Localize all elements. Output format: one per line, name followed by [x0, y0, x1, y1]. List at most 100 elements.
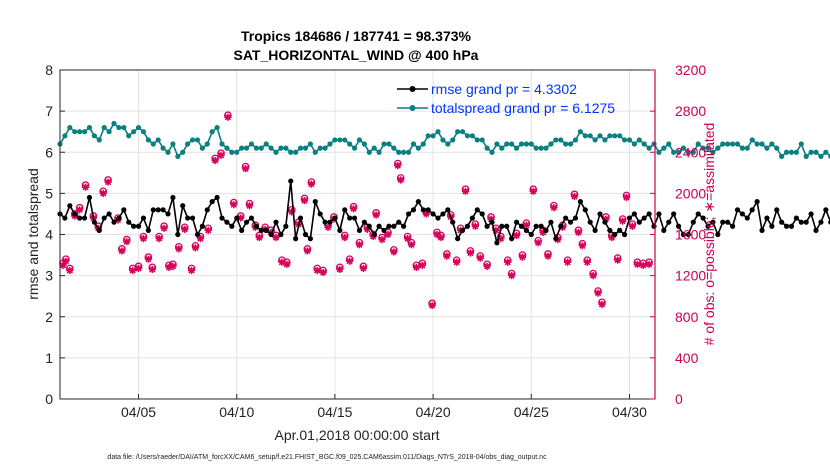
- totalspread-marker: [214, 124, 220, 131]
- totalspread-marker: [234, 149, 240, 155]
- obs-assimilated-marker: [608, 233, 616, 242]
- totalspread-marker: [749, 137, 755, 143]
- totalspread-marker: [553, 137, 559, 143]
- totalspread-marker: [420, 141, 426, 147]
- obs-assimilated-marker: [237, 214, 245, 222]
- obs-assimilated-marker: [324, 223, 332, 231]
- obs-assimilated-marker: [512, 231, 521, 240]
- obs-assimilated-marker: [144, 255, 152, 263]
- obs-assimilated-marker: [217, 151, 225, 159]
- rmse-marker: [641, 215, 647, 221]
- totalspread-marker: [263, 141, 269, 147]
- obs-assimilated-marker: [443, 252, 451, 260]
- rmse-marker: [499, 223, 505, 229]
- rmse-marker: [160, 207, 166, 213]
- rmse-marker: [214, 194, 220, 201]
- totalspread-marker: [425, 133, 431, 139]
- obs-assimilated-marker: [645, 260, 653, 268]
- totalspread-marker: [641, 141, 647, 147]
- obs-assimilated-marker: [307, 180, 315, 188]
- rmse-marker: [592, 227, 598, 233]
- rmse-marker: [656, 211, 662, 217]
- totalspread-marker: [293, 149, 299, 155]
- totalspread-marker: [116, 124, 122, 131]
- totalspread-marker: [278, 145, 284, 151]
- totalspread-marker: [813, 149, 819, 155]
- rmse-marker: [239, 227, 245, 233]
- totalspread-marker: [513, 145, 520, 151]
- totalspread-marker: [430, 133, 436, 139]
- rmse-marker: [96, 227, 102, 233]
- totalspread-marker: [538, 145, 544, 151]
- totalspread-marker: [366, 149, 372, 155]
- totalspread-marker: [671, 149, 677, 155]
- y-tick-label-left: 3: [45, 268, 53, 284]
- totalspread-marker: [347, 141, 353, 147]
- obs-assimilated-marker: [487, 215, 495, 223]
- totalspread-marker: [62, 133, 68, 139]
- obs-assimilated-marker: [589, 272, 597, 280]
- obs-assimilated-marker: [175, 245, 183, 253]
- obs-assimilated-marker: [341, 233, 349, 242]
- totalspread-marker: [170, 141, 176, 147]
- rmse-marker: [464, 223, 471, 229]
- totalspread-marker: [209, 129, 215, 135]
- rmse-marker: [597, 211, 603, 217]
- obs-assimilated-marker: [288, 208, 296, 216]
- totalspread-marker: [91, 133, 97, 139]
- rmse-marker: [135, 223, 142, 229]
- rmse-marker: [312, 199, 318, 205]
- totalspread-marker: [533, 145, 539, 151]
- legend-label-totalspread: totalspread grand pr = 6.1275: [431, 100, 615, 116]
- rmse-marker: [356, 227, 363, 233]
- rmse-marker: [140, 215, 147, 221]
- y-tick-label-right: 0: [675, 391, 683, 407]
- totalspread-marker: [342, 137, 348, 143]
- rmse-marker: [734, 207, 741, 213]
- rmse-marker: [199, 223, 205, 229]
- y-axis-left-ticks: 0 1 2 3 4 5 6 7 8: [45, 62, 65, 407]
- obs-assimilated-marker: [394, 162, 402, 170]
- rmse-marker: [479, 211, 485, 217]
- obs-assimilated-marker: [633, 260, 641, 268]
- totalspread-marker: [155, 137, 161, 143]
- y-tick-label-left: 5: [45, 185, 53, 201]
- totalspread-marker: [140, 129, 147, 135]
- totalspread-marker: [626, 137, 633, 143]
- y-tick-label-right: 2400: [675, 144, 706, 160]
- totalspread-marker: [307, 141, 313, 147]
- rmse-marker: [420, 207, 426, 213]
- obs-assimilated-marker: [614, 256, 622, 264]
- obs-assimilated-marker: [384, 230, 392, 239]
- rmse-marker: [224, 219, 230, 225]
- rmse-marker: [263, 227, 269, 233]
- rmse-marker: [185, 215, 191, 221]
- rmse-marker: [788, 223, 795, 229]
- totalspread-marker: [219, 141, 225, 147]
- totalspread-marker: [435, 129, 441, 135]
- rmse-marker: [327, 219, 333, 225]
- rmse-marker: [396, 219, 402, 225]
- totalspread-marker: [803, 153, 809, 159]
- totalspread-marker: [597, 133, 603, 139]
- totalspread-marker: [396, 149, 402, 155]
- obs-assimilated-marker: [418, 261, 426, 269]
- totalspread-marker: [818, 153, 824, 159]
- obs-assimilated-marker: [594, 289, 602, 297]
- x-tick-label: 04/30: [612, 404, 647, 420]
- rmse-marker: [180, 203, 186, 209]
- y-tick-label-right: 1200: [675, 268, 706, 284]
- rmse-marker: [455, 236, 461, 242]
- rmse-marker: [459, 227, 466, 233]
- rmse-marker: [769, 223, 775, 229]
- obs-assimilated-marker: [639, 261, 647, 269]
- x-tick-label: 04/20: [416, 404, 451, 420]
- obs-assimilated-marker: [453, 258, 461, 266]
- rmse-marker: [720, 219, 726, 225]
- totalspread-marker: [469, 133, 475, 139]
- totalspread-marker: [518, 141, 525, 147]
- obs-assimilated-marker: [622, 193, 631, 202]
- obs-assimilated-marker: [534, 239, 542, 247]
- obs-assimilated-marker: [583, 258, 591, 266]
